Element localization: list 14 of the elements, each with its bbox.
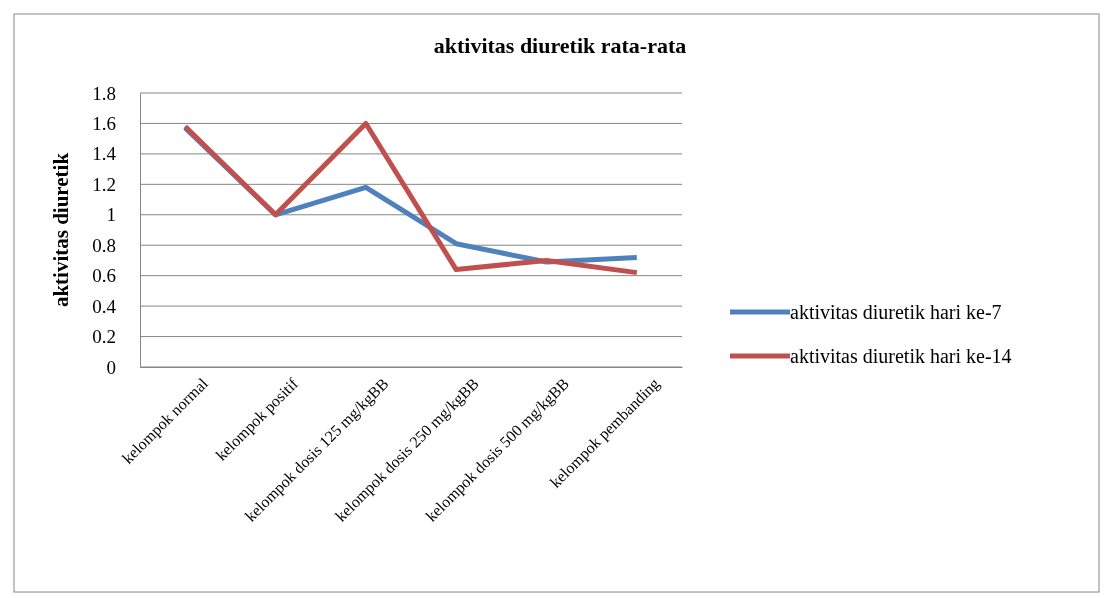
y-tick-label: 1.8 [92,82,116,104]
y-tick-label: 1.2 [92,173,116,195]
y-tick-label: 0.4 [92,295,117,317]
y-tick-label: 1 [106,204,116,226]
y-tick-label: 0.8 [92,234,116,256]
y-tick-label: 1.6 [92,113,116,135]
y-tick-label: 0 [106,356,116,378]
y-tick-label: 0.6 [92,265,116,287]
y-tick-label: 0.2 [92,326,116,348]
y-axis-title: aktivitas diuretik [49,152,73,308]
legend-label: aktivitas diuretik hari ke-14 [790,345,1012,367]
legend-label: aktivitas diuretik hari ke-7 [790,301,1002,323]
chart-title: aktivitas diuretik rata-rata [433,33,687,58]
y-tick-label: 1.4 [92,143,117,165]
